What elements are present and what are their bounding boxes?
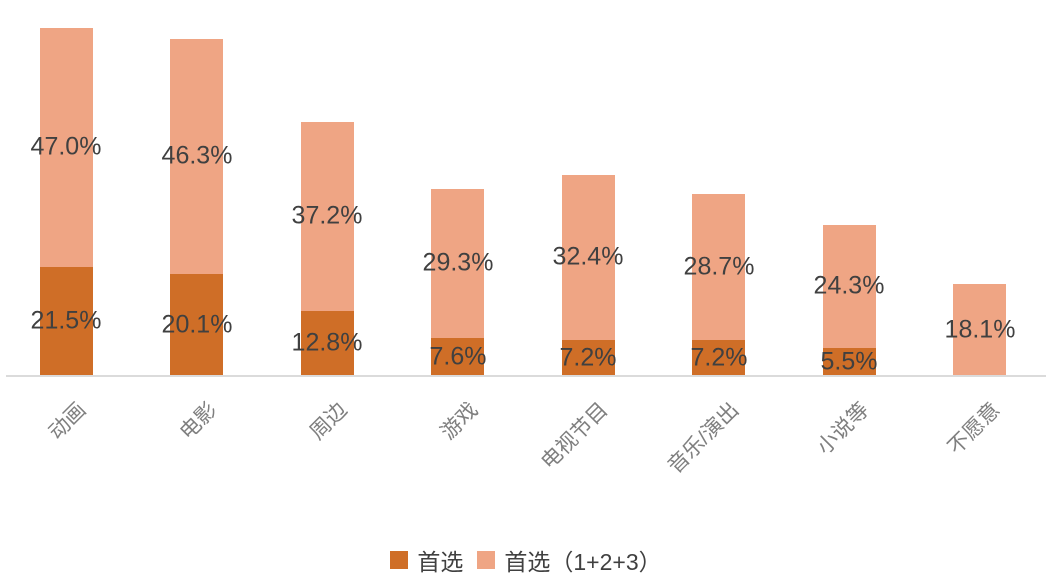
- value-label-secondary: 37.2%: [291, 201, 363, 230]
- bar-segment-primary: [562, 339, 615, 376]
- bar-segment-primary: [40, 267, 93, 376]
- x-axis-label: 周边: [305, 398, 352, 445]
- value-label-secondary: 32.4%: [552, 242, 624, 271]
- x-axis-label: 电影: [175, 398, 222, 445]
- value-label-primary: 20.1%: [161, 310, 233, 339]
- bar-segment-secondary: [431, 189, 484, 338]
- value-label-secondary: 29.3%: [422, 248, 494, 277]
- value-label-secondary: 24.3%: [813, 271, 885, 300]
- value-label-secondary: 46.3%: [161, 141, 233, 170]
- value-label-primary: 7.2%: [559, 343, 617, 372]
- bar-segment-primary: [431, 337, 484, 376]
- value-label-secondary: 47.0%: [30, 132, 102, 161]
- value-label-primary: 12.8%: [291, 328, 363, 357]
- value-label-primary: 7.2%: [690, 343, 748, 372]
- bar-segment-secondary: [562, 175, 615, 340]
- legend-item-primary: 首选: [390, 543, 463, 574]
- legend-label-secondary: 首选（1+2+3）: [504, 549, 662, 574]
- x-axis-label: 游戏: [436, 398, 483, 445]
- bar-segment-secondary: [692, 194, 745, 340]
- bar-segment-secondary: [301, 122, 354, 311]
- x-axis-label: 电视节目: [537, 398, 613, 474]
- bar-segment-primary: [692, 339, 745, 376]
- x-axis-label: 动画: [44, 398, 91, 445]
- legend-item-secondary: 首选（1+2+3）: [477, 543, 662, 574]
- value-label-secondary: 18.1%: [944, 315, 1016, 344]
- legend-label-primary: 首选: [417, 549, 464, 574]
- x-axis-label: 小说等: [813, 398, 874, 460]
- value-label-secondary: 28.7%: [683, 252, 755, 281]
- bar-segment-primary: [170, 274, 223, 376]
- value-label-primary: 21.5%: [30, 306, 102, 335]
- value-label-primary: 7.6%: [429, 342, 487, 371]
- value-label-primary: 5.5%: [820, 347, 878, 376]
- legend-swatch-primary-icon: [390, 551, 409, 569]
- bar-segment-secondary: [823, 225, 876, 348]
- legend-swatch-secondary-icon: [477, 551, 496, 569]
- bar-segment-primary: [301, 311, 354, 376]
- bar-segment-primary: [823, 348, 876, 376]
- bar-segment-secondary: [170, 39, 223, 274]
- x-axis-line: [6, 375, 1046, 377]
- legend: 首选 首选（1+2+3）: [0, 543, 1052, 574]
- x-axis-label: 音乐/演出: [663, 398, 744, 479]
- bar-segment-secondary: [953, 284, 1006, 376]
- x-axis-label: 不愿意: [943, 398, 1005, 460]
- bar-segment-secondary: [40, 28, 93, 267]
